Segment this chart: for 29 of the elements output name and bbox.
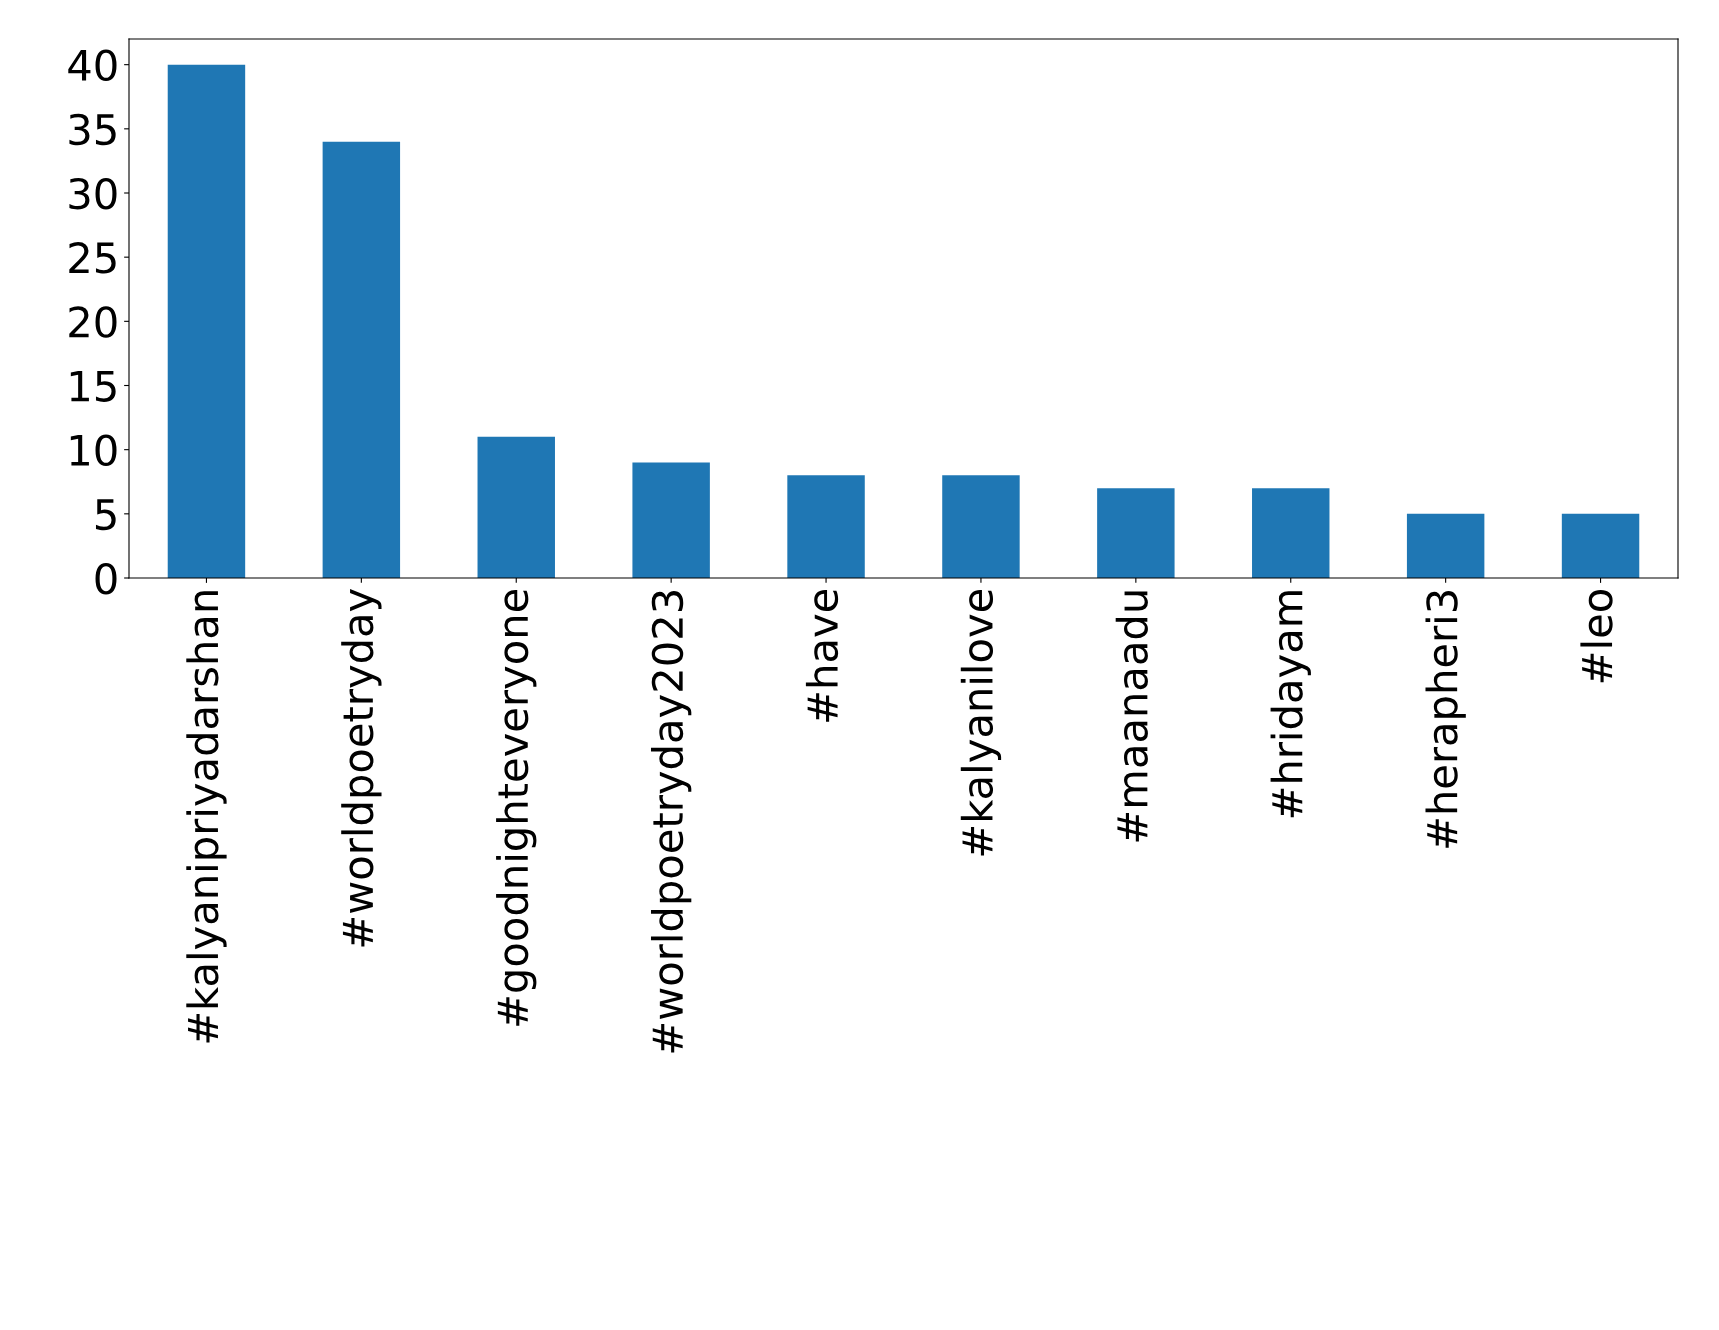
y-tick-label: 0	[95, 562, 117, 595]
bar	[632, 462, 710, 578]
y-tick-label: 5	[95, 499, 116, 531]
x-tick-label: #kalyanipriyadarshan	[186, 591, 227, 1043]
bar	[1406, 513, 1485, 578]
y-tick-label: 35	[69, 113, 116, 146]
x-tick-label: #kalyanilove	[960, 589, 1002, 856]
x-tick-label: #herapheri3	[1425, 591, 1466, 848]
y-tick-label: 20	[69, 306, 117, 338]
x-tick-label: #maanaadu	[1115, 591, 1148, 842]
bar	[322, 141, 401, 578]
x-tick-label: #worldpoetryday	[341, 588, 382, 947]
x-tick-label: #have	[805, 589, 839, 722]
bar	[1561, 513, 1640, 578]
x-tick-label: #leo	[1580, 590, 1613, 683]
bar	[167, 64, 246, 578]
bar	[477, 436, 555, 578]
y-tick-label: 30	[69, 177, 117, 210]
bar	[942, 475, 1020, 578]
x-tick-label: #goodnighteveryone	[496, 589, 537, 1026]
x-tick-label: #hridayam	[1270, 591, 1311, 818]
y-tick-label: 15	[70, 370, 116, 402]
bar	[787, 475, 865, 578]
y-tick-label: 10	[70, 434, 117, 467]
y-tick-label: 40	[68, 49, 117, 82]
bar	[1252, 488, 1330, 578]
y-tick-label: 25	[69, 242, 116, 274]
x-tick-label: #worldpoetryday2023	[650, 591, 692, 1053]
bar	[1097, 488, 1175, 578]
